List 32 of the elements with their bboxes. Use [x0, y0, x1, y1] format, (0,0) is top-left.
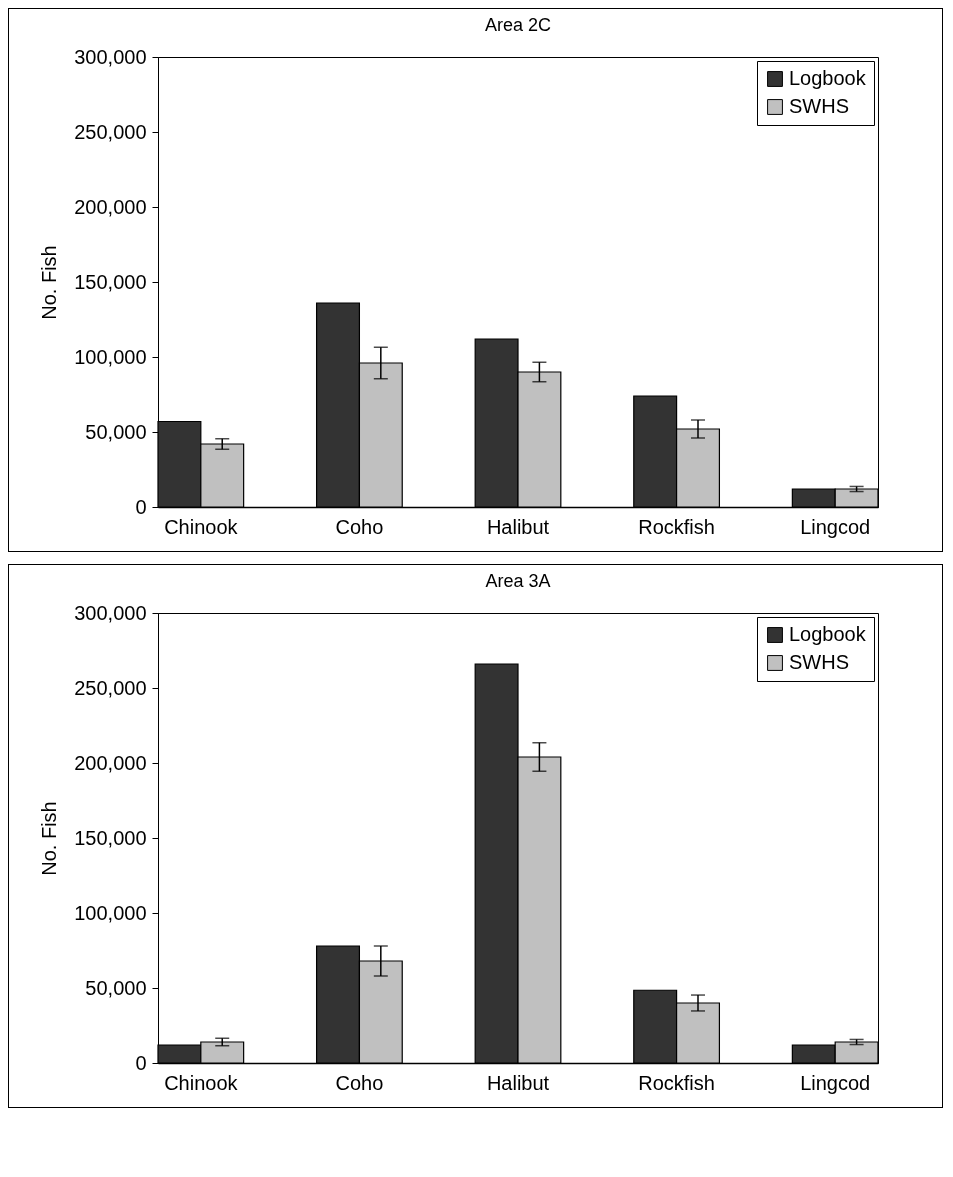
x-tick-label: Coho: [335, 1071, 384, 1094]
y-tick-label: 250,000: [74, 676, 147, 699]
y-tick-label: 200,000: [74, 751, 147, 774]
y-tick-label: 200,000: [74, 195, 147, 218]
y-tick-label: 100,000: [74, 345, 147, 368]
legend-label: Logbook: [789, 623, 867, 645]
x-tick-label: Halibut: [486, 1071, 550, 1094]
x-tick-label: Halibut: [486, 515, 550, 538]
y-tick-label: 0: [135, 495, 147, 518]
x-tick-label: Rockfish: [638, 515, 715, 538]
y-tick-label: 50,000: [85, 420, 147, 443]
legend-label: Logbook: [789, 67, 867, 89]
y-tick-label: 300,000: [74, 601, 147, 624]
y-tick-label: 0: [135, 1051, 147, 1074]
y-tick-label: 150,000: [74, 270, 147, 293]
y-axis-title: No. Fish: [38, 801, 61, 876]
y-tick-label: 300,000: [74, 45, 147, 68]
x-tick-label: Lingcod: [800, 515, 871, 538]
y-tick-label: 50,000: [85, 976, 147, 999]
legend-label: SWHS: [789, 95, 849, 117]
chart-title: Area 2C: [484, 15, 552, 35]
y-tick-label: 250,000: [74, 120, 147, 143]
x-tick-label: Rockfish: [638, 1071, 715, 1094]
y-axis-title: No. Fish: [38, 245, 61, 320]
x-tick-label: Coho: [335, 515, 384, 538]
x-tick-label: Lingcod: [800, 1071, 871, 1094]
y-tick-label: 150,000: [74, 826, 147, 849]
y-tick-label: 100,000: [74, 901, 147, 924]
chart-title: Area 3A: [485, 571, 551, 591]
x-tick-label: Chinook: [164, 515, 239, 538]
x-tick-label: Chinook: [164, 1071, 239, 1094]
legend-label: SWHS: [789, 651, 849, 673]
